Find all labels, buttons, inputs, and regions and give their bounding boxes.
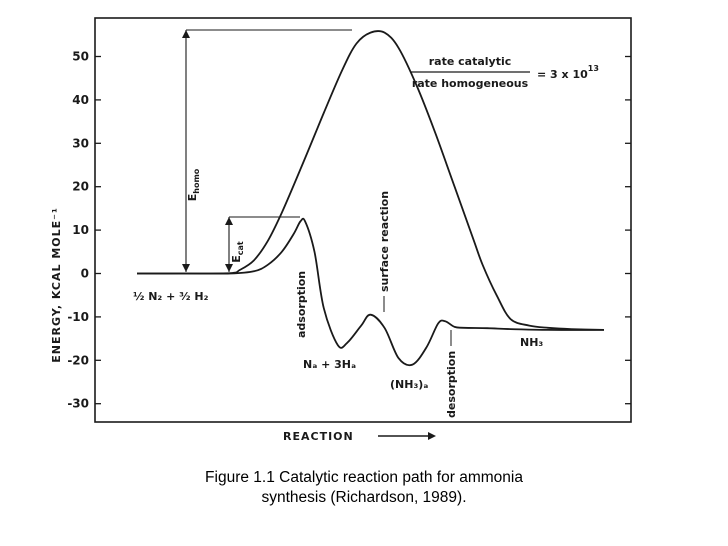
figure-caption: Figure 1.1 Catalytic reaction path for a… — [0, 468, 728, 508]
e-cat-label: Ecat — [230, 241, 245, 263]
plot-frame — [94, 17, 632, 423]
desorption-label: desorption — [445, 351, 458, 418]
y-tick-label: -20 — [67, 353, 89, 367]
e-cat-dimension — [225, 216, 300, 272]
e-homo-label: Ehomo — [186, 168, 201, 201]
y-tick-label: 0 — [81, 267, 89, 281]
y-axis-title: ENERGY, KCAL MOLE⁻¹ — [50, 207, 63, 363]
y-tick-label: 10 — [72, 223, 89, 237]
y-tick-label: 40 — [72, 93, 89, 107]
rate-denominator: rate homogeneous — [412, 77, 529, 90]
reactants-label: ½ N₂ + ³⁄₂ H₂ — [133, 290, 209, 303]
adsorption-label: adsorption — [295, 271, 308, 338]
rate-value: = 3 x 1013 — [537, 64, 599, 81]
caption-line-2: synthesis (Richardson, 1989). — [261, 489, 467, 506]
nh3-adsorbed-label: (NH₃)ₐ — [390, 378, 428, 391]
surface-reaction-label: surface reaction — [378, 191, 391, 292]
catalytic-path-line — [137, 217, 605, 367]
x-axis-arrow — [378, 432, 436, 440]
e-homo-dimension — [182, 29, 352, 272]
y-tick-label: 30 — [72, 136, 89, 150]
product-label: NH₃ — [520, 336, 543, 349]
y-tick-label: 50 — [72, 50, 89, 64]
y-tick-label: 20 — [72, 180, 89, 194]
caption-line-1: Figure 1.1 Catalytic reaction path for a… — [205, 469, 523, 486]
homogeneous-path-line — [136, 30, 605, 331]
y-tick-label: -10 — [67, 310, 89, 324]
x-axis-title: REACTION — [283, 430, 354, 443]
y-axis-ticks: -30 -20 -10 0 10 20 30 40 50 — [67, 50, 631, 411]
rate-numerator: rate catalytic — [429, 55, 512, 68]
y-tick-label: -30 — [67, 397, 89, 411]
adsorbed-species-label: Nₐ + 3Hₐ — [303, 358, 356, 371]
series-layer — [136, 30, 605, 367]
